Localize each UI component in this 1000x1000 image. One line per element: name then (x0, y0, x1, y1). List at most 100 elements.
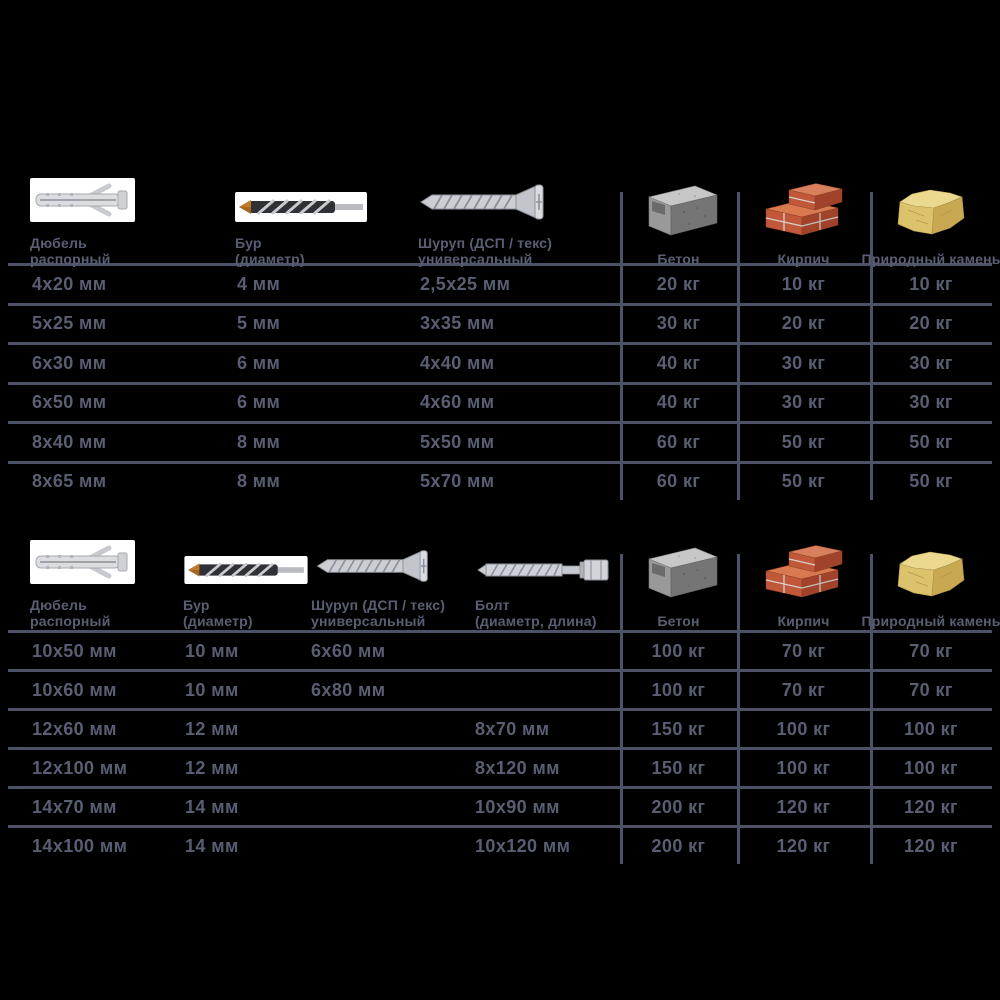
table-cell: 100 кг (776, 718, 831, 739)
concrete-block-icon (639, 544, 719, 605)
table-cell: 40 кг (656, 392, 701, 413)
brick-icon (762, 180, 846, 243)
screw-icon (418, 182, 620, 227)
table-cell: 10 кг (781, 273, 826, 294)
table-cell: 30 кг (909, 352, 953, 373)
table-cell: 30 кг (781, 352, 826, 373)
table-cell: 8x70 мм (475, 718, 550, 739)
column-header-drill: Бур (диаметр) (225, 192, 410, 273)
dowel-icon (30, 540, 155, 589)
concrete-block-icon (639, 182, 719, 243)
table-cell: 200 кг (651, 835, 706, 856)
column-caption: Природный камень (861, 251, 1000, 267)
table-cell: 10x50 мм (32, 640, 117, 661)
table-body: 10x50 мм 10 мм 6x60 мм 100 кг 70 кг 70 кг 10x6… (8, 630, 992, 864)
table-cell: 8 мм (237, 431, 281, 452)
table-cell: 14 мм (185, 835, 239, 856)
table-cell: 40 кг (656, 352, 701, 373)
table-cell: 5x50 мм (420, 431, 495, 452)
table-cell: 8x40 мм (32, 431, 107, 452)
column-divider (737, 554, 740, 864)
column-caption: Кирпич (777, 251, 830, 267)
table-body: 4x20 мм 4 мм 2,5x25 мм 20 кг 10 кг 10 кг 5x25 … (8, 263, 992, 500)
table-cell: 12 мм (185, 718, 239, 739)
table-cell: 20 кг (656, 273, 701, 294)
table-cell: 120 кг (904, 796, 958, 817)
table-cell: 50 кг (781, 431, 826, 452)
column-header-dowel: Дюбель распорный (8, 178, 225, 273)
table-cell: 10 кг (909, 273, 953, 294)
table-cell: 120 кг (776, 796, 831, 817)
table-row: 5x25 мм 5 мм 3x35 мм 30 кг 20 кг 20 кг (8, 302, 992, 343)
table-cell: 70 кг (909, 679, 953, 700)
table-cell: 50 кг (909, 431, 953, 452)
table-cell: 12x100 мм (32, 757, 128, 778)
drill-bit-icon (183, 556, 308, 589)
table-cell: 100 кг (651, 640, 706, 661)
column-header-stone: Природный камень (861, 186, 1000, 273)
table-cell: 60 кг (656, 471, 701, 492)
column-caption: Бур (диаметр) (235, 235, 305, 267)
column-header-concrete: Бетон (620, 182, 737, 273)
table-cell: 120 кг (776, 835, 831, 856)
table-cell: 10x60 мм (32, 679, 117, 700)
column-header-screw: Шуруп (ДСП / текс) универсальный (410, 182, 620, 273)
table-cell: 6x60 мм (311, 640, 386, 661)
column-caption: Кирпич (777, 613, 830, 629)
column-header-stone: Природный камень (861, 548, 1000, 635)
table-cell: 4x40 мм (420, 352, 495, 373)
table-cell: 6 мм (237, 352, 281, 373)
table-row: 10x60 мм 10 мм 6x80 мм 100 кг 70 кг 70 кг (8, 669, 992, 708)
table-cell: 150 кг (651, 718, 706, 739)
stone-icon (894, 186, 968, 243)
table-cell: 30 кг (781, 392, 826, 413)
table-row: 4x20 мм 4 мм 2,5x25 мм 20 кг 10 кг 10 кг (8, 263, 992, 303)
table-cell: 10x120 мм (475, 835, 571, 856)
table-cell: 70 кг (909, 640, 953, 661)
table-cell: 5 мм (237, 313, 281, 334)
table-cell: 6x80 мм (311, 679, 386, 700)
table-cell: 150 кг (651, 757, 706, 778)
column-header-concrete: Бетон (620, 544, 737, 635)
dowel-icon (30, 178, 225, 227)
table-cell: 200 кг (651, 796, 706, 817)
table-header: Дюбель распорный Бур (диаметр) Шуруп (ДС… (8, 178, 1000, 267)
table-cell: 100 кг (651, 679, 706, 700)
table-cell: 10 мм (185, 640, 239, 661)
column-header-brick: Кирпич (737, 180, 870, 273)
column-divider (870, 192, 873, 500)
table-cell: 14 мм (185, 796, 239, 817)
column-caption: Бур (диаметр) (183, 597, 253, 629)
brick-icon (762, 542, 846, 605)
table-row: 10x50 мм 10 мм 6x60 мм 100 кг 70 кг 70 кг (8, 630, 992, 669)
large-dowels-table: Дюбель распорный Бур (диаметр) Шуруп (ДС… (8, 540, 1000, 864)
table-cell: 100 кг (776, 757, 831, 778)
table-row: 12x100 мм 12 мм 8x120 мм 150 кг 100 кг 100 кг (8, 747, 992, 786)
column-caption: Дюбель распорный (30, 597, 111, 629)
table-cell: 8 мм (237, 471, 281, 492)
table-cell: 30 кг (656, 313, 701, 334)
stone-icon (894, 548, 968, 605)
table-cell: 14x70 мм (32, 796, 117, 817)
table-row: 6x50 мм 6 мм 4x60 мм 40 кг 30 кг 30 кг (8, 381, 992, 422)
table-cell: 6x50 мм (32, 392, 107, 413)
table-cell: 100 кг (904, 718, 958, 739)
column-divider (870, 554, 873, 864)
table-cell: 50 кг (781, 471, 826, 492)
column-caption: Бетон (657, 613, 700, 629)
screw-icon (311, 548, 450, 589)
column-divider (620, 554, 623, 864)
table-cell: 6x30 мм (32, 352, 107, 373)
column-caption: Бетон (657, 251, 700, 267)
column-caption: Природный камень (861, 613, 1000, 629)
table-cell: 4x60 мм (420, 392, 495, 413)
table-cell: 5x25 мм (32, 313, 107, 334)
table-cell: 14x100 мм (32, 835, 128, 856)
column-divider (620, 192, 623, 500)
table-cell: 4x20 мм (32, 273, 107, 294)
column-divider (737, 192, 740, 500)
bolt-icon (475, 556, 620, 589)
table-row: 14x70 мм 14 мм 10x90 мм 200 кг 120 кг 120 кг (8, 786, 992, 825)
table-row: 6x30 мм 6 мм 4x40 мм 40 кг 30 кг 30 кг (8, 342, 992, 382)
table-cell: 70 кг (781, 640, 826, 661)
